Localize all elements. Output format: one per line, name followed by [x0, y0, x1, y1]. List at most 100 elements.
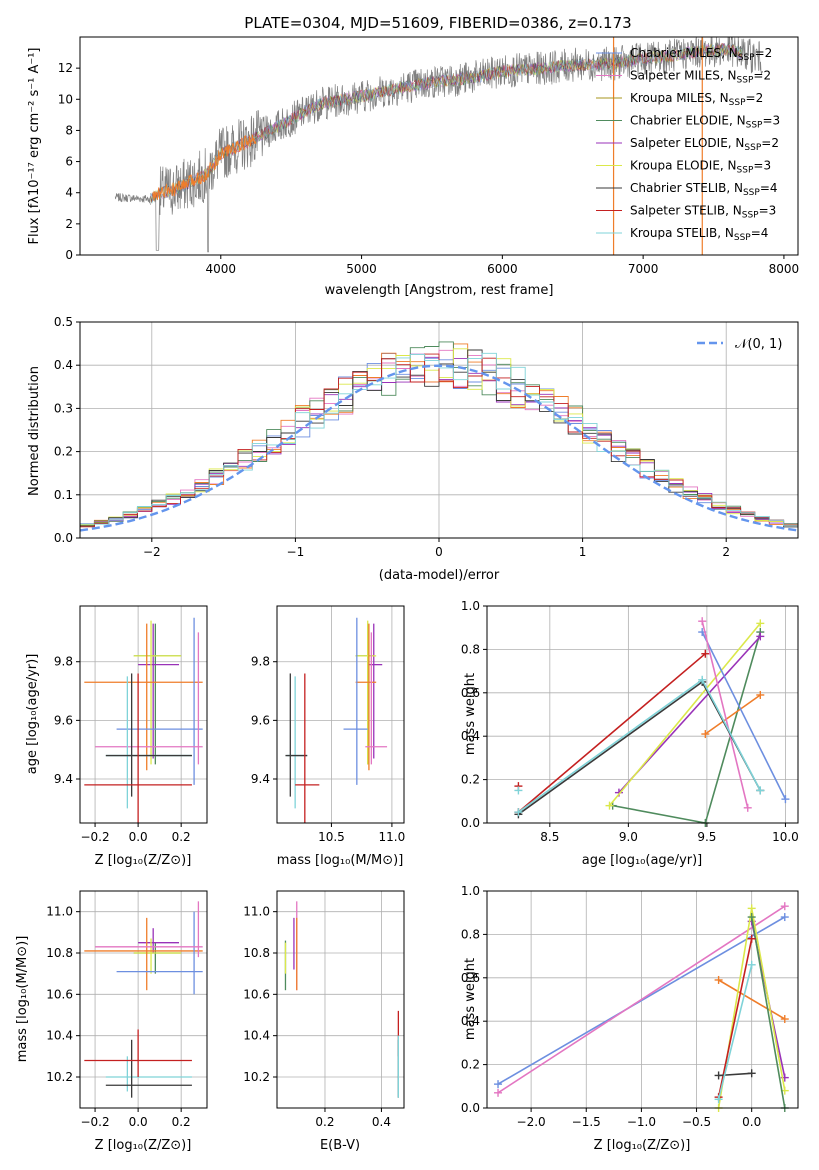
x-axis-label: wavelength [Angstrom, rest frame] — [325, 283, 554, 298]
mass-weight-vs-age-panel: 8.5 9.0 9.5 10.0 0.0 0.2 0.4 0.6 0.8 1.0 age [log… — [461, 599, 799, 868]
x-tick-label: 5000 — [346, 262, 377, 276]
x-axis-label: Z [log₁₀(Z/Z⊙)] — [95, 1138, 192, 1153]
frame — [276, 890, 405, 1109]
x-tick-label: −1 — [287, 545, 305, 559]
grid — [487, 605, 798, 824]
y-tick-label: 10.6 — [243, 987, 270, 1001]
y-axis-label: Flux [fλ10⁻¹⁷ erg cm⁻² s⁻¹ A⁻¹] — [27, 48, 42, 245]
x-axis-label: Z [log₁₀(Z/Z⊙)] — [594, 1138, 691, 1153]
y-tick-label: 1.0 — [461, 884, 480, 898]
x-axis-label: (data-model)/error — [379, 568, 500, 583]
points — [284, 901, 400, 1098]
x-tick-label: 8000 — [769, 262, 800, 276]
ticks: 10.5 11.0 9.4 9.6 9.8 — [251, 655, 405, 844]
mass-weight-line — [497, 916, 786, 1085]
x-tick-label: 0.0 — [742, 1115, 761, 1129]
y-tick-label: 0.6 — [461, 686, 480, 700]
grid — [277, 891, 404, 1108]
y-tick-label: 10.2 — [46, 1070, 73, 1084]
y-tick-label: 6 — [65, 155, 73, 169]
x-tick-label: 8.5 — [540, 830, 559, 844]
x-axis-label: E(B-V) — [320, 1138, 360, 1153]
mass-weight-line — [608, 622, 761, 807]
frame — [276, 605, 405, 824]
x-tick-label: 0.4 — [372, 1115, 391, 1129]
y-tick-label: 2 — [65, 217, 73, 231]
y-tick-label: 10.2 — [243, 1070, 270, 1084]
legend-label: Kroupa ELODIE, NSSP=3 — [630, 159, 771, 176]
mass-weight-line — [701, 621, 749, 808]
grid — [80, 606, 207, 823]
points — [84, 901, 203, 1098]
y-tick-label: 0.0 — [54, 531, 73, 545]
x-tick-label: 9.5 — [697, 830, 716, 844]
mass-weight-vs-metallicity-panel: −2.0 −1.5 −1.0 −0.5 0.0 0.0 0.2 0.4 0.6 0.8 1.0 Z … — [461, 884, 799, 1153]
x-tick-label: 0.0 — [129, 830, 148, 844]
y-tick-label: 0.5 — [54, 315, 73, 329]
y-tick-label: 9.6 — [251, 713, 270, 727]
y-tick-label: 0.2 — [54, 445, 73, 459]
lines — [494, 902, 789, 1112]
y-tick-label: 0 — [65, 248, 73, 262]
grid — [80, 891, 207, 1108]
y-tick-label: 9.8 — [251, 655, 270, 669]
mass-weight-line — [718, 979, 786, 1020]
mass-weight-line — [517, 680, 762, 815]
x-tick-label: −2 — [143, 545, 161, 559]
mass-weight-line — [701, 631, 787, 800]
residual-legend: 𝒩(0, 1) — [697, 337, 782, 352]
y-tick-label: 0.8 — [461, 927, 480, 941]
x-tick-label: 0.2 — [172, 1115, 191, 1129]
legend-label: Salpeter MILES, NSSP=2 — [630, 69, 771, 86]
y-tick-label: 9.8 — [54, 655, 73, 669]
x-axis-label: mass [log₁₀(M/M⊙)] — [277, 853, 404, 868]
ticks: −0.2 0.0 0.2 9.4 9.6 9.8 — [54, 655, 191, 844]
points — [84, 617, 203, 823]
points — [285, 617, 388, 823]
legend-label: 𝒩(0, 1) — [735, 337, 782, 352]
y-tick-label: 12 — [58, 61, 73, 75]
y-tick-label: 10.6 — [46, 987, 73, 1001]
y-axis-label: Normed distribution — [27, 366, 42, 496]
x-axis-label: Z [log₁₀(Z/Z⊙)] — [95, 853, 192, 868]
ticks: −2.0 −1.5 −1.0 −0.5 0.0 0.0 0.2 0.4 0.6 0.8 1.0 — [461, 884, 761, 1129]
x-tick-label: 11.0 — [379, 830, 406, 844]
x-tick-label: 0 — [435, 545, 443, 559]
y-tick-label: 0.1 — [54, 488, 73, 502]
x-tick-label: 7000 — [628, 262, 659, 276]
mass-vs-extinction-panel: 0.2 0.4 10.2 10.4 10.6 10.8 11.0 E(B-V) — [243, 890, 405, 1153]
ticks: 8.5 9.0 9.5 10.0 0.0 0.2 0.4 0.6 0.8 1.0 — [461, 599, 799, 844]
y-axis-label: mass weight — [463, 673, 478, 755]
chart-title: PLATE=0304, MJD=51609, FIBERID=0386, z=0… — [244, 14, 631, 32]
y-tick-label: 1.0 — [461, 599, 480, 613]
legend-label: Salpeter ELODIE, NSSP=2 — [630, 136, 779, 153]
mass-weight-line — [497, 905, 786, 1094]
y-tick-label: 0.4 — [54, 358, 73, 372]
x-tick-label: 2 — [722, 545, 730, 559]
x-tick-label: −2.0 — [517, 1115, 546, 1129]
mass-weight-line — [704, 694, 761, 735]
y-tick-label: 0.3 — [54, 401, 73, 415]
mass-vs-metallicity-panel: −0.2 0.0 0.2 10.2 10.4 10.6 10.8 11.0 Z [log₁₀(… — [15, 890, 208, 1153]
ticks: 0.2 0.4 10.2 10.4 10.6 10.8 11.0 — [243, 905, 391, 1129]
spectrum-ticks: 4000 5000 6000 7000 8000 0 2 4 6 8 10 12 — [58, 61, 799, 276]
y-axis-label: age [log₁₀(age/yr)] — [25, 654, 40, 775]
x-tick-label: −0.5 — [682, 1115, 711, 1129]
mass-weight-line — [717, 964, 753, 1100]
frame — [486, 890, 799, 1109]
x-tick-label: 10.5 — [318, 830, 345, 844]
y-tick-label: 9.4 — [251, 772, 270, 786]
mass-weight-line — [750, 916, 786, 1109]
y-tick-label: 4 — [65, 186, 73, 200]
y-tick-label: 9.6 — [54, 713, 73, 727]
x-tick-label: 10.0 — [772, 830, 799, 844]
residual-histogram-line — [80, 341, 798, 528]
residual-panel: −2 −1 0 1 2 0.0 0.1 0.2 0.3 0.4 0.5 (data-model)/e… — [27, 315, 799, 583]
y-tick-label: 0.4 — [461, 1014, 480, 1028]
x-tick-label: 0.2 — [315, 1115, 334, 1129]
residual-histogram-line — [80, 352, 798, 527]
mass-weight-line — [517, 653, 706, 813]
y-axis-label: mass weight — [463, 958, 478, 1040]
x-tick-label: 6000 — [487, 262, 518, 276]
